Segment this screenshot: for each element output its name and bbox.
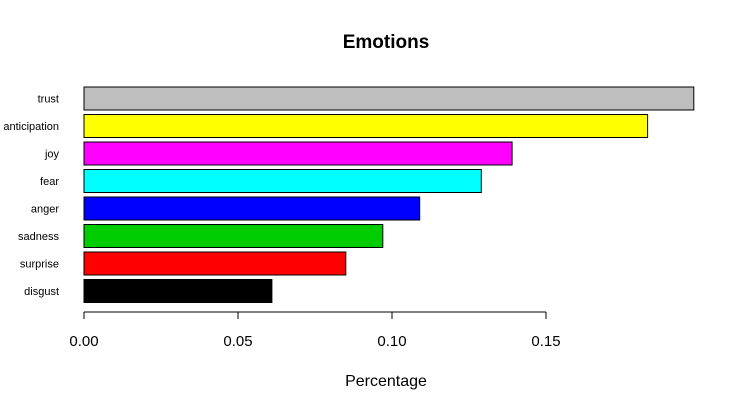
chart-title: Emotions	[343, 32, 430, 53]
category-label-anger: anger	[31, 204, 59, 216]
category-label-joy: joy	[44, 149, 60, 161]
bar-trust	[83, 86, 695, 111]
x-tick-label: 0.15	[531, 333, 560, 350]
bar-sadness	[83, 224, 384, 248]
category-label-sadness: sadness	[18, 231, 59, 243]
bar-fear	[83, 169, 482, 193]
category-label-fear: fear	[40, 176, 59, 188]
category-label-surprise: surprise	[20, 259, 59, 271]
x-tick-label: 0.00	[69, 333, 98, 350]
bars-group	[83, 86, 695, 303]
x-axis: 0.00 0.05 0.10 0.15	[69, 311, 561, 350]
bar-disgust	[83, 279, 273, 303]
category-label-disgust: disgust	[24, 286, 59, 298]
bar-surprise	[83, 251, 347, 276]
x-axis-label: Percentage	[345, 373, 427, 390]
x-tick-label: 0.05	[223, 333, 252, 350]
bar-anticipation	[83, 114, 649, 138]
category-label-anticipation: anticipation	[3, 121, 59, 133]
bar-joy	[83, 141, 513, 166]
bar-anger	[83, 196, 421, 221]
category-labels-group: trust anticipation joy fear anger sadness surp…	[3, 94, 59, 299]
x-tick-label: 0.10	[377, 333, 406, 350]
category-label-trust: trust	[38, 94, 59, 106]
